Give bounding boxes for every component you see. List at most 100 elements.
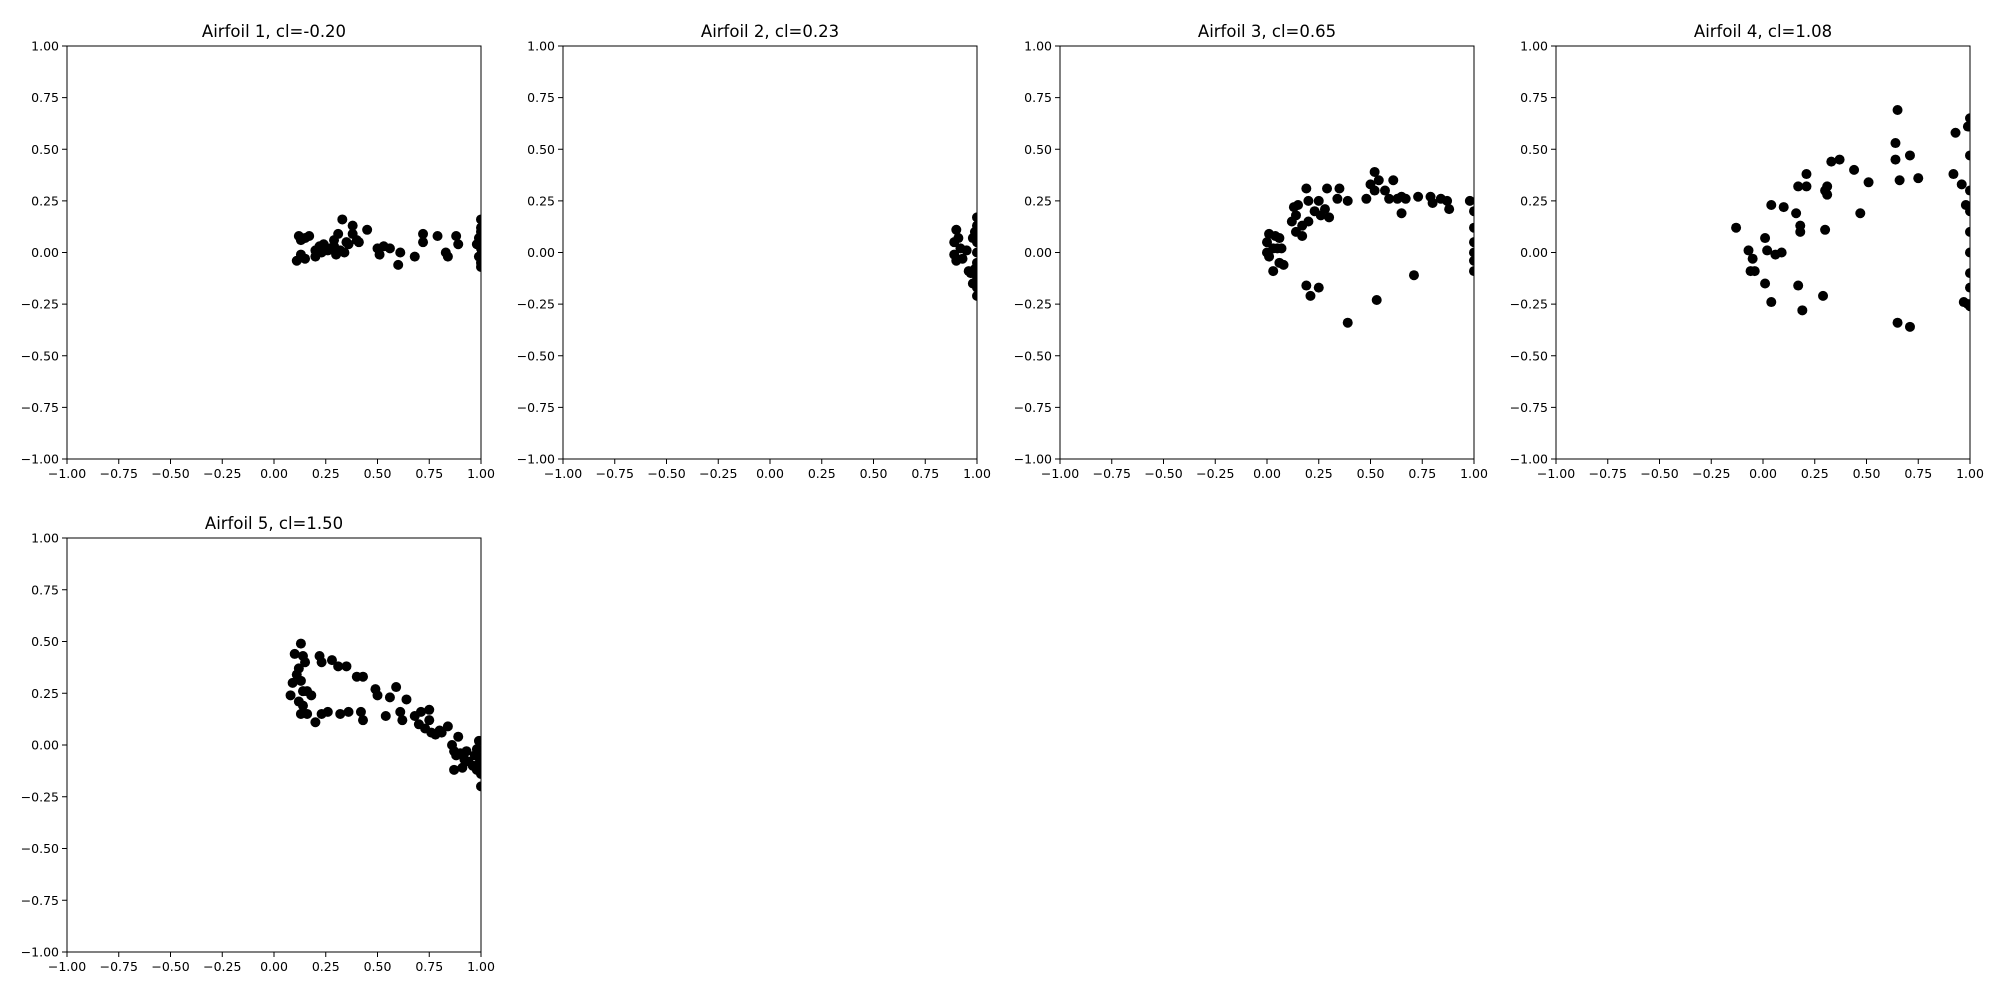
y-tick-label: −0.75 bbox=[21, 400, 59, 415]
data-point bbox=[449, 764, 460, 775]
axes-frame bbox=[562, 45, 978, 460]
x-tick-label: 0.25 bbox=[808, 466, 836, 481]
subplot-title: Airfoil 2, cl=0.23 bbox=[701, 22, 839, 41]
x-tick-label: −1.00 bbox=[1041, 466, 1079, 481]
data-point bbox=[372, 690, 383, 701]
data-point bbox=[1427, 197, 1438, 208]
data-point bbox=[1342, 195, 1353, 206]
data-point bbox=[1413, 191, 1424, 202]
data-point bbox=[957, 253, 968, 264]
x-tick-label: −0.25 bbox=[699, 466, 737, 481]
subplot-4: Airfoil 4, cl=1.08 −1.00 −0.75 −0.50 −0.25 0.… bbox=[1510, 22, 1984, 481]
data-point bbox=[295, 235, 306, 246]
data-point bbox=[1369, 166, 1380, 177]
y-tick-label: −1.00 bbox=[21, 452, 59, 467]
subplot-title: Airfoil 5, cl=1.50 bbox=[205, 514, 343, 533]
y-tick-label: −0.50 bbox=[21, 348, 59, 363]
y-tick-label: −0.25 bbox=[517, 297, 555, 312]
data-point bbox=[476, 226, 481, 237]
data-point bbox=[1469, 266, 1474, 277]
y-tick-label: −0.75 bbox=[1014, 400, 1052, 415]
data-point bbox=[415, 706, 426, 717]
x-tick-label: 1.00 bbox=[467, 959, 495, 974]
data-point bbox=[1778, 202, 1789, 213]
y-tick-label: −1.00 bbox=[21, 945, 59, 960]
data-point bbox=[1962, 121, 1970, 132]
y-tick-label: 0.25 bbox=[527, 193, 555, 208]
data-point bbox=[362, 224, 373, 235]
data-point bbox=[1379, 185, 1390, 196]
y-tick-label: −0.75 bbox=[21, 893, 59, 908]
x-tick-label: −0.50 bbox=[151, 466, 189, 481]
y-tick-label: 0.00 bbox=[1024, 245, 1052, 260]
scatter-points bbox=[285, 638, 481, 792]
data-point bbox=[1743, 245, 1754, 256]
x-tick-label: 0.00 bbox=[1253, 466, 1281, 481]
x-tick-label: 0.50 bbox=[364, 959, 392, 974]
axes-frame bbox=[1555, 45, 1971, 460]
data-point bbox=[295, 675, 306, 686]
axes-frame bbox=[1059, 45, 1475, 460]
x-tick-label: 0.00 bbox=[756, 466, 784, 481]
y-tick-label: −0.75 bbox=[517, 400, 555, 415]
x-tick-label: 0.50 bbox=[1357, 466, 1385, 481]
x-tick-label: 0.50 bbox=[364, 466, 392, 481]
data-point bbox=[969, 264, 977, 275]
x-tick-label: −0.50 bbox=[1144, 466, 1182, 481]
data-point bbox=[1274, 233, 1285, 244]
data-point bbox=[1965, 247, 1970, 258]
y-tick-label: 1.00 bbox=[1024, 39, 1052, 54]
x-tick-label: 0.00 bbox=[260, 959, 288, 974]
x-tick-label: 1.00 bbox=[1956, 466, 1984, 481]
scatter-points bbox=[949, 212, 977, 301]
data-point bbox=[1965, 150, 1970, 161]
y-tick-label: 0.25 bbox=[31, 193, 59, 208]
data-point bbox=[1293, 200, 1304, 211]
x-tick-label: 0.75 bbox=[1904, 466, 1932, 481]
x-tick-label: −0.75 bbox=[100, 466, 138, 481]
y-tick-label: −0.25 bbox=[1510, 297, 1548, 312]
data-point bbox=[457, 762, 468, 773]
data-point bbox=[1849, 164, 1860, 175]
data-point bbox=[1371, 294, 1382, 305]
y-tick-label: 1.00 bbox=[527, 39, 555, 54]
data-point bbox=[391, 682, 402, 693]
y-tick-label: 0.25 bbox=[1520, 193, 1548, 208]
data-point bbox=[384, 243, 395, 254]
x-tick-label: 0.75 bbox=[1408, 466, 1436, 481]
data-point bbox=[1303, 195, 1314, 206]
data-point bbox=[1334, 183, 1345, 194]
data-point bbox=[302, 686, 313, 697]
subplot-title: Airfoil 3, cl=0.65 bbox=[1198, 22, 1336, 41]
data-point bbox=[1322, 183, 1333, 194]
y-tick-label: −1.00 bbox=[1510, 452, 1548, 467]
data-point bbox=[1396, 208, 1407, 219]
data-point bbox=[418, 237, 429, 248]
data-point bbox=[374, 249, 385, 260]
data-point bbox=[1469, 222, 1474, 233]
data-point bbox=[1766, 297, 1777, 308]
data-point bbox=[347, 220, 358, 231]
x-tick-label: −0.25 bbox=[1692, 466, 1730, 481]
y-tick-label: −0.25 bbox=[1014, 297, 1052, 312]
data-point bbox=[1276, 243, 1287, 254]
scatter-points bbox=[1731, 105, 1970, 332]
data-point bbox=[1801, 181, 1812, 192]
x-tick-label: −0.25 bbox=[203, 466, 241, 481]
data-point bbox=[395, 247, 406, 258]
y-tick-label: 0.50 bbox=[527, 142, 555, 157]
data-point bbox=[1305, 290, 1316, 301]
subplot-title: Airfoil 4, cl=1.08 bbox=[1694, 22, 1832, 41]
data-point bbox=[1313, 282, 1324, 293]
data-point bbox=[1268, 266, 1279, 277]
data-point bbox=[442, 721, 453, 732]
data-point bbox=[1890, 138, 1901, 149]
x-tick-label: −0.75 bbox=[596, 466, 634, 481]
y-tick-label: −1.00 bbox=[517, 452, 555, 467]
y-tick-label: −0.25 bbox=[21, 789, 59, 804]
data-point bbox=[442, 251, 453, 262]
data-point bbox=[1731, 222, 1742, 233]
data-point bbox=[1818, 290, 1829, 301]
x-tick-label: −0.75 bbox=[1589, 466, 1627, 481]
subplot-title: Airfoil 1, cl=-0.20 bbox=[202, 22, 346, 41]
